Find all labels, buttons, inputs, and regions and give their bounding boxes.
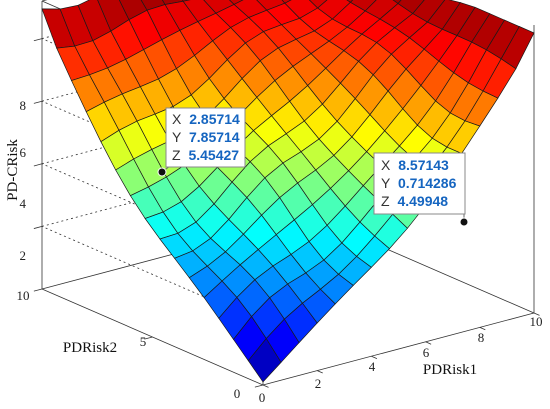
y-tick-mark <box>144 336 153 340</box>
surface-patch <box>308 0 328 9</box>
y-tick-label: 10 <box>17 288 30 303</box>
svg-text:Y 0.714286: Y 0.714286 <box>381 175 457 191</box>
surface-patch <box>397 0 425 14</box>
axes-box-front <box>33 38 540 388</box>
svg-text:X 2.85714: X 2.85714 <box>172 111 240 127</box>
x-tick-label: 6 <box>423 345 430 360</box>
surface-patch <box>346 0 354 3</box>
datatip-1[interactable]: X 2.85714 Y 7.85714 Z 5.45427 <box>157 107 246 177</box>
z-tick-mark <box>33 226 43 229</box>
x-tick-mark <box>371 355 378 359</box>
surface-patch <box>392 0 402 4</box>
x-tick-mark <box>317 370 323 374</box>
x-tick-labels: 0 2 4 6 8 10 <box>259 314 543 405</box>
x-tick-mark <box>533 312 540 316</box>
z-tick-mark <box>33 163 43 167</box>
y-tick-label: 5 <box>140 334 147 349</box>
z-tick-mark <box>33 100 43 104</box>
surface-patch <box>500 26 535 70</box>
x-tick-label: 8 <box>478 330 485 345</box>
surface-patch <box>349 0 377 12</box>
svg-text:Y 7.85714: Y 7.85714 <box>172 129 240 145</box>
y-tick-mark <box>254 384 264 388</box>
z-tick-labels: 2 4 6 8 <box>20 98 27 263</box>
datatip-x-key: X <box>381 157 391 173</box>
z-tick-label: 2 <box>20 248 27 263</box>
x-axis-label: PDRisk1 <box>423 362 477 378</box>
z-tick-label: 8 <box>20 98 27 113</box>
datatip-y-key: Y <box>381 175 391 191</box>
x-tick-label: 2 <box>315 376 322 391</box>
datatip-x-value: 8.57143 <box>398 157 449 173</box>
datatip-x-key: X <box>172 111 182 127</box>
datatip-z-value: 5.45427 <box>188 147 239 163</box>
datatip-z-value: 4.49948 <box>397 193 448 209</box>
datatip-marker[interactable] <box>157 167 167 177</box>
x-tick-mark <box>262 384 269 388</box>
datatip-box <box>165 107 246 168</box>
y-tick-mark <box>33 288 43 292</box>
svg-text:X 8.57143: X 8.57143 <box>381 157 449 173</box>
x-tick-mark <box>425 341 432 345</box>
x-tick-mark <box>479 327 486 331</box>
y-tick-label: 0 <box>234 386 241 401</box>
datatip-z-key: Z <box>172 147 181 163</box>
y-axis-label: PDRisk2 <box>63 340 117 356</box>
datatip-y-value: 0.714286 <box>398 175 457 191</box>
svg-text:Z 4.49948: Z 4.49948 <box>381 193 448 209</box>
svg-text:Z 5.45427: Z 5.45427 <box>172 147 239 163</box>
datatip-y-value: 7.85714 <box>189 129 240 145</box>
z-tick-mark <box>33 38 43 42</box>
x-tick-label: 4 <box>369 359 376 374</box>
datatip-z-key: Z <box>381 193 390 209</box>
z-tick-label: 6 <box>20 145 27 160</box>
z-tick-label: 4 <box>20 196 27 211</box>
z-axis-label: PD-CRisk <box>5 139 21 201</box>
datatip-y-key: Y <box>172 129 182 145</box>
x-tick-label: 0 <box>259 390 266 405</box>
datatip-x-value: 2.85714 <box>189 111 240 127</box>
datatip-box <box>373 152 466 215</box>
x-tick-label: 10 <box>530 314 543 329</box>
y-tick-labels: 0 5 10 <box>17 288 241 401</box>
surface-patch <box>229 0 244 5</box>
datatip-2[interactable]: X 8.57143 Y 0.714286 Z 4.49948 <box>373 152 469 227</box>
x-axis-line <box>262 312 535 386</box>
datatip-marker[interactable] <box>459 217 469 227</box>
